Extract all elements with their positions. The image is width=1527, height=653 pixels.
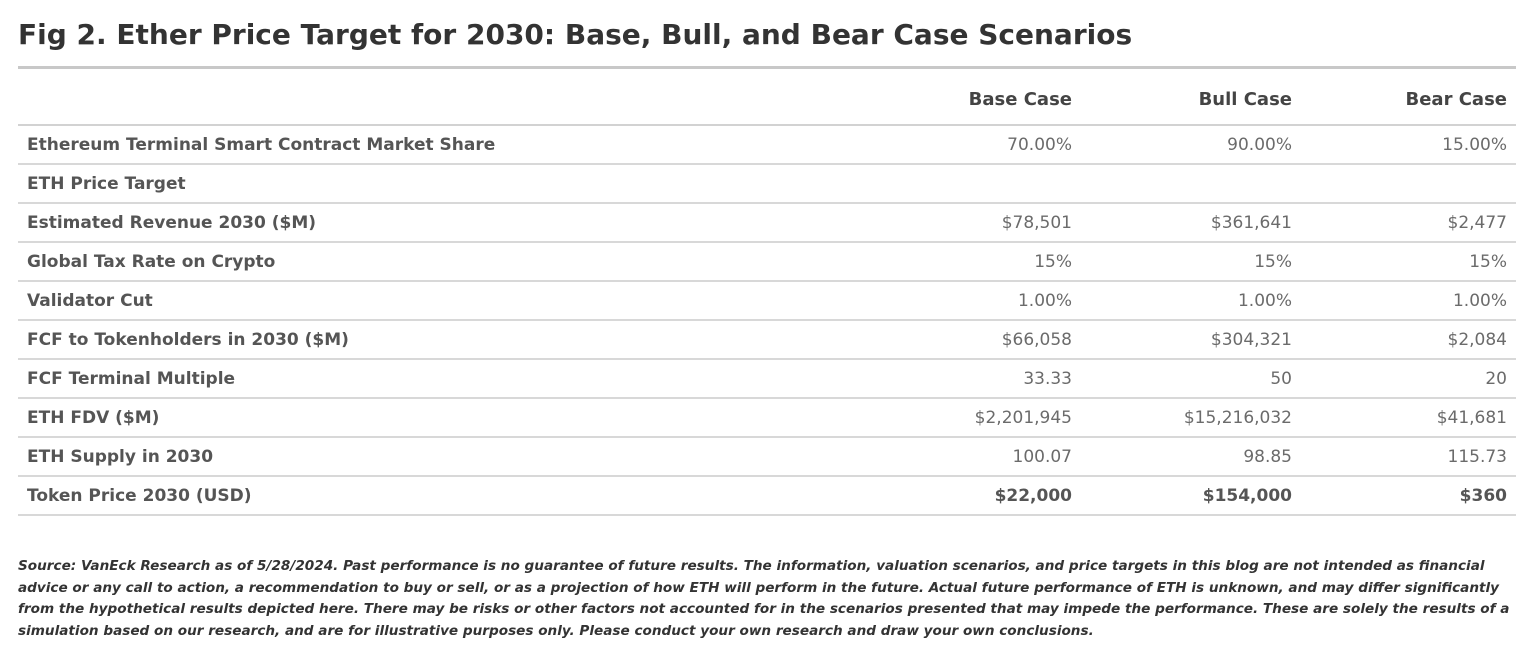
cell-bull-case: 90.00%	[1081, 125, 1301, 165]
column-header-label	[18, 82, 858, 126]
scenario-table-container: Base Case Bull Case Bear Case Ethereum T…	[18, 82, 1516, 516]
cell-base-case: 70.00%	[858, 125, 1081, 165]
column-header-bull-case: Bull Case	[1081, 82, 1301, 126]
row-label: Validator Cut	[18, 281, 858, 321]
row-label: ETH Price Target	[18, 164, 858, 204]
source-disclaimer: Source: VanEck Research as of 5/28/2024.…	[18, 558, 1510, 639]
cell-base-case: $2,201,945	[858, 398, 1081, 438]
cell-base-case	[858, 164, 1081, 204]
cell-bear-case: 20	[1301, 359, 1516, 399]
row-label: Ethereum Terminal Smart Contract Market …	[18, 125, 858, 165]
table-row: ETH FDV ($M) $2,201,945 $15,216,032 $41,681	[18, 398, 1516, 438]
column-header-bear-case: Bear Case	[1301, 82, 1516, 126]
table-row: ETH Price Target	[18, 164, 1516, 204]
cell-base-case: 100.07	[858, 437, 1081, 477]
table-row: Global Tax Rate on Crypto 15% 15% 15%	[18, 242, 1516, 282]
table-row: Token Price 2030 (USD) $22,000 $154,000 $36…	[18, 476, 1516, 516]
table-row: FCF Terminal Multiple 33.33 50 20	[18, 359, 1516, 399]
cell-bear-case: $41,681	[1301, 398, 1516, 438]
cell-bear-case: 15%	[1301, 242, 1516, 282]
cell-bear-case: 1.00%	[1301, 281, 1516, 321]
cell-base-case: 15%	[858, 242, 1081, 282]
row-label: FCF to Tokenholders in 2030 ($M)	[18, 320, 858, 360]
table-row: Ethereum Terminal Smart Contract Market …	[18, 125, 1516, 165]
cell-bull-case: 98.85	[1081, 437, 1301, 477]
table-row: Validator Cut 1.00% 1.00% 1.00%	[18, 281, 1516, 321]
cell-bull-case: $154,000	[1081, 476, 1301, 516]
title-divider	[18, 66, 1516, 69]
cell-bull-case: $15,216,032	[1081, 398, 1301, 438]
cell-base-case: $22,000	[858, 476, 1081, 516]
cell-bull-case: 50	[1081, 359, 1301, 399]
table-row: Estimated Revenue 2030 ($M) $78,501 $361,6…	[18, 203, 1516, 243]
table-body: Ethereum Terminal Smart Contract Market …	[18, 125, 1516, 516]
row-label: Estimated Revenue 2030 ($M)	[18, 203, 858, 243]
table-header-row: Base Case Bull Case Bear Case	[18, 82, 1516, 126]
cell-bull-case: 1.00%	[1081, 281, 1301, 321]
column-header-base-case: Base Case	[858, 82, 1081, 126]
cell-bull-case	[1081, 164, 1301, 204]
cell-bear-case: $2,477	[1301, 203, 1516, 243]
cell-bear-case: $360	[1301, 476, 1516, 516]
cell-bear-case: 115.73	[1301, 437, 1516, 477]
cell-bear-case	[1301, 164, 1516, 204]
cell-bull-case: 15%	[1081, 242, 1301, 282]
cell-base-case: $78,501	[858, 203, 1081, 243]
table-row: FCF to Tokenholders in 2030 ($M) $66,058 $…	[18, 320, 1516, 360]
scenario-table: Base Case Bull Case Bear Case Ethereum T…	[18, 82, 1516, 516]
row-label: FCF Terminal Multiple	[18, 359, 858, 399]
row-label: ETH Supply in 2030	[18, 437, 858, 477]
row-label: Global Tax Rate on Crypto	[18, 242, 858, 282]
row-label: ETH FDV ($M)	[18, 398, 858, 438]
table-row: ETH Supply in 2030 100.07 98.85 115.73	[18, 437, 1516, 477]
cell-bull-case: $304,321	[1081, 320, 1301, 360]
cell-bull-case: $361,641	[1081, 203, 1301, 243]
cell-base-case: 1.00%	[858, 281, 1081, 321]
cell-base-case: 33.33	[858, 359, 1081, 399]
cell-bear-case: $2,084	[1301, 320, 1516, 360]
figure-title: Fig 2. Ether Price Target for 2030: Base…	[18, 18, 1133, 51]
row-label: Token Price 2030 (USD)	[18, 476, 858, 516]
cell-base-case: $66,058	[858, 320, 1081, 360]
cell-bear-case: 15.00%	[1301, 125, 1516, 165]
